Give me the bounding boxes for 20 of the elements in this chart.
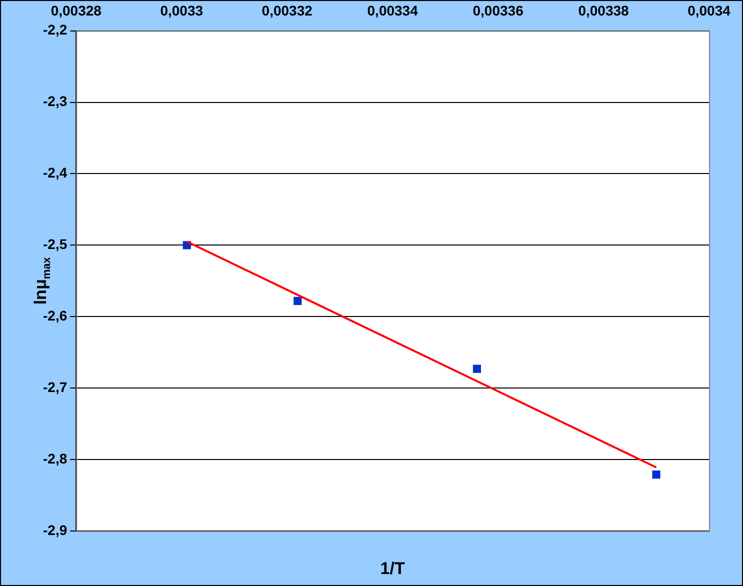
x-tick-label: 0,0033 — [160, 2, 204, 18]
y-tick-label: -2,7 — [43, 378, 68, 395]
x-tick-label: 0,00338 — [578, 2, 630, 18]
y-tick-label: -2,9 — [43, 522, 68, 538]
x-tick-label: 0,00334 — [367, 2, 418, 18]
y-tick-label: -2,2 — [43, 22, 68, 38]
y-axis-title: lnμmax — [31, 256, 53, 305]
y-tick-label: -2,4 — [43, 164, 68, 181]
y-tick-label: -2,3 — [43, 93, 68, 110]
y-tick-label: -2,5 — [43, 236, 68, 252]
point — [652, 470, 660, 479]
x-tick-label: 0,00332 — [262, 2, 313, 18]
x-tick-label: 0,0034 — [688, 2, 731, 18]
x-tick-label: 0,00336 — [472, 2, 524, 18]
x-axis-title: 1/T — [380, 559, 406, 578]
point — [294, 296, 302, 305]
y-tick-label: -2,8 — [43, 450, 68, 466]
point — [472, 364, 481, 373]
y-tick-label: -2,6 — [43, 307, 68, 324]
x-tick-label: 0,00328 — [50, 2, 102, 18]
